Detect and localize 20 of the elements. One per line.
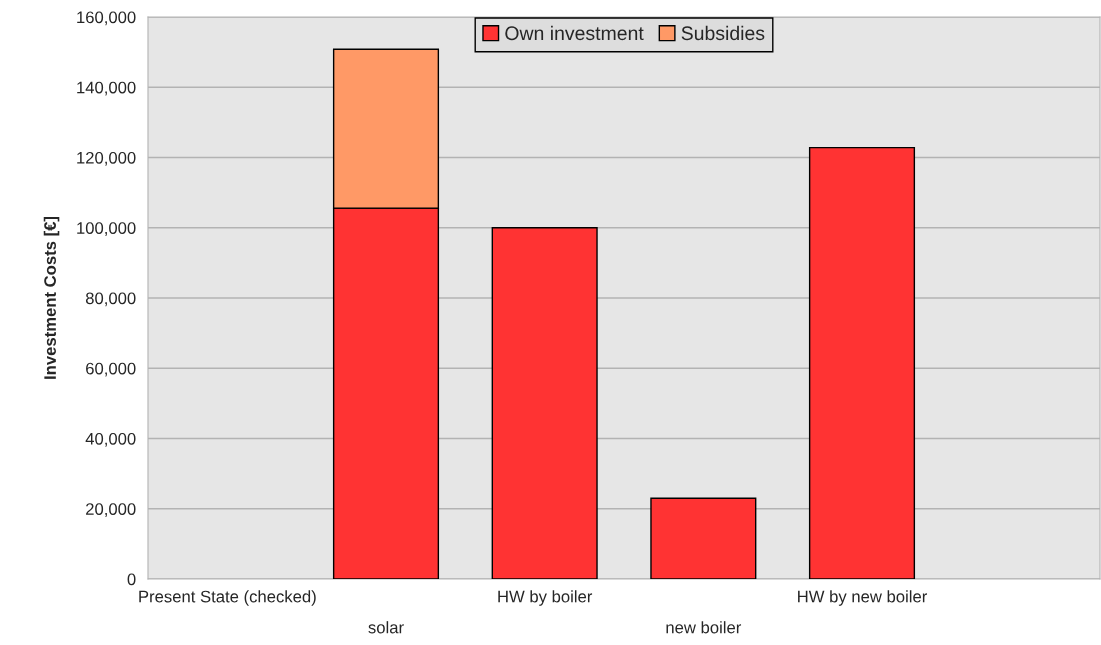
y-tick-label: 60,000	[86, 362, 136, 377]
y-tick-label: 40,000	[85, 432, 136, 447]
y-tick-label: 140,000	[77, 81, 136, 96]
legend-label: Subsidies	[681, 25, 765, 41]
x-tick-label: solar	[368, 621, 404, 634]
y-tick-label: 80,000	[85, 292, 136, 307]
y-axis-title: Investment Costs [€]	[43, 216, 60, 379]
x-tick-label: new boiler	[666, 621, 742, 634]
x-tick-label: Present State (checked)	[139, 590, 316, 606]
x-tick-label: HW by new boiler	[798, 590, 928, 606]
y-tick-label: 160,000	[77, 11, 136, 26]
y-tick-label: 100,000	[77, 222, 136, 236]
y-tick-label: 20,000	[86, 503, 136, 517]
y-tick-label: 0	[127, 573, 136, 586]
bar	[808, 146, 916, 579]
y-tick-label: 120,000	[77, 151, 136, 166]
x-tick-label: HW by boiler	[498, 590, 593, 606]
bar	[650, 497, 757, 579]
bar	[491, 227, 598, 579]
legend-label: Own investment	[505, 25, 644, 41]
